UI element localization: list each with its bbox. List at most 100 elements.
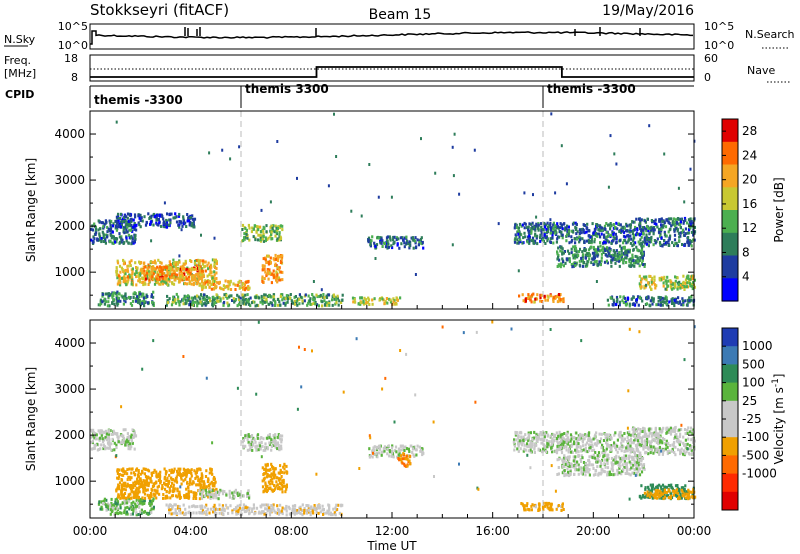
range-gate-cell <box>130 274 133 277</box>
range-gate-cell <box>208 297 211 301</box>
range-gate-cell <box>192 220 195 224</box>
range-gate-cell <box>178 303 181 307</box>
range-gate-cell <box>138 295 141 299</box>
range-gate-cell <box>605 230 608 234</box>
range-gate-cell <box>174 262 177 266</box>
range-gate-cell <box>607 249 610 253</box>
range-gate-cell <box>182 503 185 507</box>
range-gate-cell <box>201 262 204 266</box>
range-gate-cell <box>128 228 131 232</box>
range-gate-cell <box>647 244 650 248</box>
range-gate-cell <box>139 292 142 296</box>
range-gate-cell <box>676 217 679 221</box>
range-gate-cell <box>118 487 121 491</box>
range-gate-cell <box>317 304 320 308</box>
range-gate-cell <box>556 257 559 261</box>
range-gate-cell <box>151 499 155 503</box>
range-gate-cell <box>295 299 298 303</box>
range-gate-cell <box>117 437 120 441</box>
range-gate-cell <box>602 240 606 244</box>
range-gate-cell <box>281 506 284 510</box>
range-gate-cell <box>150 502 153 506</box>
range-gate-cell <box>254 511 257 515</box>
range-gate-cell <box>134 233 137 237</box>
range-gate-cell <box>265 487 268 490</box>
range-gate-cell <box>572 264 575 268</box>
range-gate-cell <box>644 227 647 231</box>
range-gate-cell <box>178 212 181 216</box>
range-gate-cell <box>268 487 271 491</box>
range-gate-cell <box>219 488 222 492</box>
range-gate-cell <box>285 294 288 298</box>
range-gate-cell <box>119 506 122 510</box>
range-gate-cell <box>157 258 160 262</box>
range-gate-cell <box>246 286 249 290</box>
range-gate-cell <box>197 467 200 471</box>
range-gate-cell <box>688 282 692 286</box>
range-gate-cell <box>110 442 113 446</box>
range-gate-cell <box>572 245 575 249</box>
range-gate-cell <box>628 304 631 308</box>
range-gate-cell <box>227 284 230 288</box>
range-gate-cell <box>400 242 403 246</box>
range-gate-cell <box>531 503 534 507</box>
range-gate-cell <box>100 443 103 447</box>
range-gate-cell <box>123 297 126 301</box>
range-gate-cell <box>174 301 178 305</box>
colorbar-swatch <box>722 232 738 257</box>
range-gate-cell <box>107 227 110 231</box>
range-gate-cell <box>123 294 126 298</box>
range-gate-cell <box>144 273 147 277</box>
range-gate-cell <box>270 295 273 299</box>
range-gate-cell <box>579 238 582 242</box>
range-gate-cell <box>170 484 173 488</box>
range-gate-cell <box>368 163 371 166</box>
range-gate-cell <box>582 228 585 232</box>
range-gate-cell <box>618 251 621 254</box>
range-gate-cell <box>155 221 158 225</box>
range-gate-cell <box>622 439 625 443</box>
range-gate-cell <box>224 279 227 283</box>
range-gate-cell <box>546 221 549 225</box>
range-gate-cell <box>271 226 274 230</box>
range-gate-cell <box>543 233 546 237</box>
range-gate-cell <box>265 300 268 304</box>
range-gate-cell <box>241 223 245 227</box>
range-gate-cell <box>167 479 170 483</box>
range-gate-cell <box>132 218 135 222</box>
range-gate-cell <box>234 490 237 494</box>
range-gate-cell <box>614 254 617 258</box>
range-gate-cell <box>246 293 249 297</box>
range-gate-cell <box>204 285 207 289</box>
range-gate-cell <box>237 295 240 299</box>
range-gate-cell <box>640 280 643 284</box>
range-gate-cell <box>609 134 612 138</box>
range-gate-cell <box>386 240 389 244</box>
range-gate-cell <box>127 484 130 487</box>
range-gate-cell <box>303 508 306 512</box>
range-gate-cell <box>272 470 275 474</box>
range-gate-cell <box>651 302 654 306</box>
range-gate-cell <box>232 282 235 286</box>
range-gate-cell <box>158 268 161 272</box>
range-gate-cell <box>641 258 644 262</box>
range-gate-cell <box>373 453 376 456</box>
range-gate-cell <box>178 490 181 494</box>
range-gate-cell <box>125 239 128 243</box>
range-gate-cell <box>650 227 654 231</box>
range-gate-cell <box>103 223 106 226</box>
range-gate-cell <box>641 299 644 303</box>
range-gate-cell <box>111 295 114 299</box>
range-gate-cell <box>616 254 619 258</box>
range-gate-cell <box>242 298 246 302</box>
range-gate-cell <box>184 261 187 265</box>
range-gate-cell <box>179 511 182 515</box>
range-gate-cell <box>538 433 541 437</box>
range-gate-cell <box>262 503 265 507</box>
range-gate-cell <box>177 299 180 303</box>
range-gate-cell <box>319 510 322 514</box>
range-gate-cell <box>248 443 251 447</box>
range-gate-cell <box>551 233 554 237</box>
colorbar-swatch <box>722 278 738 302</box>
range-gate-cell <box>515 224 518 228</box>
